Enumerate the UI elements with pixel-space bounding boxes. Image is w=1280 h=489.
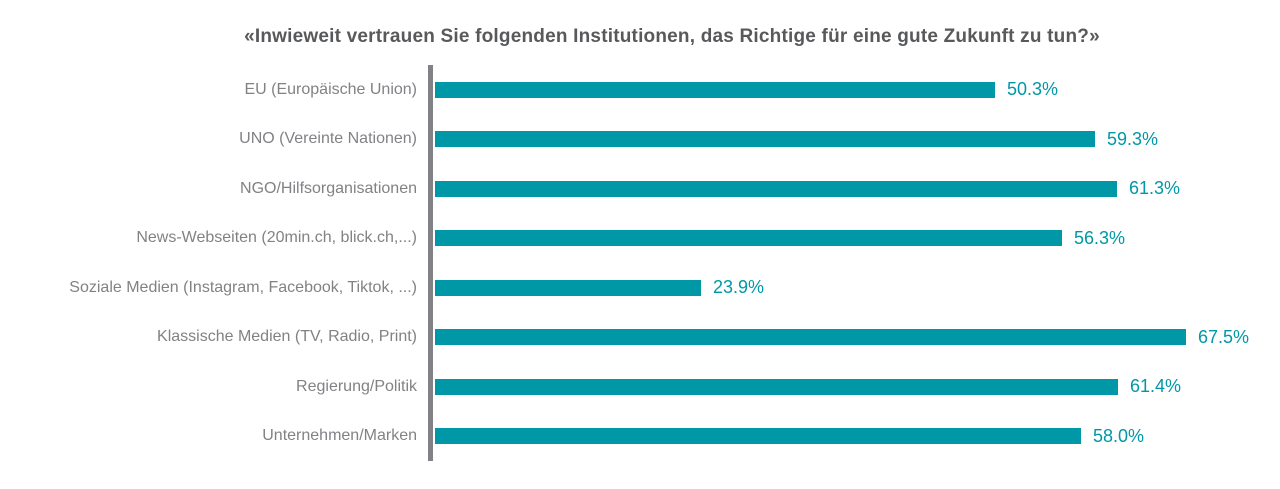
category-label: Unternehmen/Marken: [262, 427, 417, 445]
bar-row-uno: UNO (Vereinte Nationen) 59.3%: [0, 115, 1280, 165]
bar-value-label: 61.4%: [1130, 376, 1182, 397]
bar-area: 23.9%: [435, 277, 764, 298]
category-label: Soziale Medien (Instagram, Facebook, Tik…: [69, 278, 417, 296]
bar: [435, 378, 1118, 395]
bar: [435, 230, 1062, 247]
bar-row-unternehmen-marken: Unternehmen/Marken 58.0%: [0, 412, 1280, 462]
bar: [435, 428, 1081, 445]
category-label: NGO/Hilfsorganisationen: [240, 179, 417, 197]
bar-area: 67.5%: [435, 327, 1249, 348]
bar-area: 61.3%: [435, 178, 1180, 199]
bar: [435, 279, 701, 296]
bar-value-label: 67.5%: [1198, 326, 1250, 347]
category-label: UNO (Vereinte Nationen): [239, 130, 417, 148]
bar-value-label: 23.9%: [713, 277, 765, 298]
bar: [435, 329, 1186, 346]
bar-row-regierung-politik: Regierung/Politik 61.4%: [0, 362, 1280, 412]
bar-row-soziale-medien: Soziale Medien (Instagram, Facebook, Tik…: [0, 263, 1280, 313]
category-label: Klassische Medien (TV, Radio, Print): [157, 328, 417, 346]
bar-area: 56.3%: [435, 228, 1125, 249]
bar-row-eu: EU (Europäische Union) 50.3%: [0, 65, 1280, 115]
bar-value-label: 58.0%: [1093, 425, 1145, 446]
bar-value-label: 61.3%: [1129, 178, 1181, 199]
bar: [435, 131, 1095, 148]
category-label: Regierung/Politik: [296, 377, 417, 395]
bar-row-news-webseiten: News-Webseiten (20min.ch, blick.ch,...) …: [0, 214, 1280, 264]
bar-row-klassische-medien: Klassische Medien (TV, Radio, Print) 67.…: [0, 313, 1280, 363]
bar-row-ngo: NGO/Hilfsorganisationen 61.3%: [0, 164, 1280, 214]
chart-title: «Inwieweit vertrauen Sie folgenden Insti…: [244, 26, 1100, 47]
bar-area: 50.3%: [435, 79, 1058, 100]
bar-area: 61.4%: [435, 376, 1181, 397]
category-label: EU (Europäische Union): [244, 80, 417, 98]
chart-plot-area: EU (Europäische Union) 50.3% UNO (Verein…: [0, 65, 1280, 461]
bar-area: 58.0%: [435, 426, 1144, 447]
bar-value-label: 56.3%: [1074, 227, 1126, 248]
bar: [435, 81, 995, 98]
bar-area: 59.3%: [435, 129, 1158, 150]
bar-value-label: 59.3%: [1107, 128, 1159, 149]
category-label: News-Webseiten (20min.ch, blick.ch,...): [136, 229, 417, 247]
bar: [435, 180, 1117, 197]
y-axis-line: [428, 65, 433, 461]
bar-value-label: 50.3%: [1007, 79, 1059, 100]
